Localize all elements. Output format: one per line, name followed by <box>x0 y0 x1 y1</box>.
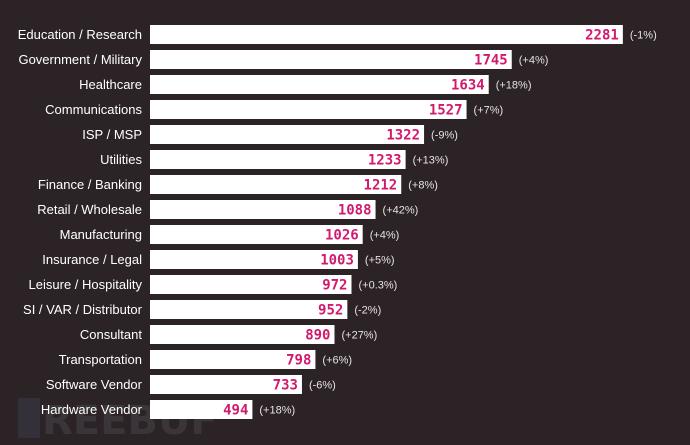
bar <box>150 175 402 194</box>
bar <box>150 325 335 344</box>
category-label: Software Vendor <box>46 377 143 392</box>
change-label: (+42%) <box>383 205 419 217</box>
value-label: 1003 <box>320 253 354 269</box>
watermark-logo-icon <box>18 398 40 438</box>
category-label: Education / Research <box>18 27 142 42</box>
value-label: 1634 <box>451 78 485 94</box>
bar <box>150 350 316 369</box>
category-label: Consultant <box>80 327 143 342</box>
category-label: Retail / Wholesale <box>37 202 142 217</box>
value-label: 494 <box>223 403 248 419</box>
change-label: (+4%) <box>519 55 549 67</box>
value-label: 1322 <box>386 128 420 144</box>
bar <box>150 300 348 319</box>
category-label: ISP / MSP <box>82 127 142 142</box>
category-label: Insurance / Legal <box>42 252 142 267</box>
change-label: (+8%) <box>408 180 438 192</box>
change-label: (+0.3%) <box>358 280 397 292</box>
bar <box>150 100 467 119</box>
bar <box>150 375 302 394</box>
bar <box>150 275 352 294</box>
bar <box>150 150 406 169</box>
change-label: (-2%) <box>354 305 381 317</box>
value-label: 1233 <box>368 153 402 169</box>
change-label: (+18%) <box>496 80 532 92</box>
change-label: (+4%) <box>370 230 400 242</box>
bar <box>150 250 358 269</box>
bar <box>150 200 376 219</box>
value-label: 972 <box>322 278 347 294</box>
value-label: 733 <box>273 378 298 394</box>
category-label: Healthcare <box>79 77 142 92</box>
category-label: Manufacturing <box>60 227 142 242</box>
bar <box>150 400 253 419</box>
category-label: Finance / Banking <box>38 177 142 192</box>
value-label: 2281 <box>585 28 619 44</box>
change-label: (+18%) <box>259 405 295 417</box>
change-label: (+27%) <box>341 330 377 342</box>
value-label: 798 <box>286 353 311 369</box>
value-label: 952 <box>318 303 343 319</box>
value-label: 1026 <box>325 228 359 244</box>
category-label: Communications <box>45 102 142 117</box>
change-label: (+6%) <box>322 355 352 367</box>
value-label: 890 <box>305 328 330 344</box>
bar <box>150 25 623 44</box>
change-label: (+7%) <box>474 105 504 117</box>
value-label: 1212 <box>364 178 398 194</box>
category-label: SI / VAR / Distributor <box>23 302 143 317</box>
value-label: 1088 <box>338 203 372 219</box>
bar <box>150 125 425 144</box>
bar <box>150 75 489 94</box>
bar <box>150 50 512 69</box>
change-label: (-6%) <box>309 380 336 392</box>
category-label: Government / Military <box>18 52 142 67</box>
category-label: Utilities <box>100 152 142 167</box>
change-label: (-1%) <box>630 30 657 42</box>
value-label: 1745 <box>474 53 508 69</box>
category-label: Transportation <box>59 352 142 367</box>
change-label: (+13%) <box>413 155 449 167</box>
change-label: (+5%) <box>365 255 395 267</box>
category-label: Leisure / Hospitality <box>29 277 143 292</box>
value-label: 1527 <box>429 103 463 119</box>
category-label: Hardware Vendor <box>41 402 143 417</box>
bar <box>150 225 363 244</box>
change-label: (-9%) <box>431 130 458 142</box>
